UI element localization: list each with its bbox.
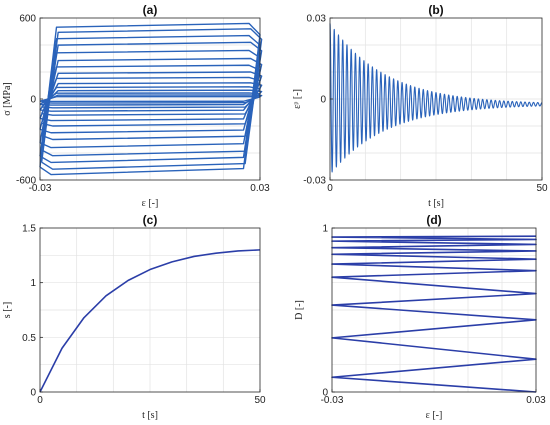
plot-area-c — [39, 249, 261, 393]
hysteresis-loop — [40, 28, 263, 170]
x-tick-label: 0 — [37, 395, 43, 406]
panel-d: (d) -0.03 0.03 0 1 ε [-] D [-] — [294, 213, 546, 421]
y-tick-label: 0.03 — [307, 14, 327, 25]
panel-title: (b) — [428, 3, 443, 17]
x-tick-label: -0.03 — [321, 395, 344, 406]
axes-frame — [331, 227, 537, 393]
plastic-strain-series — [329, 23, 543, 173]
hysteresis-loop — [40, 57, 263, 141]
x-tick-label: 0.03 — [250, 183, 270, 194]
panel-c: (c) 0 50 0 0.5 1 1.5 t [s] s [-] — [2, 213, 266, 421]
y-axis-label: εᵖ [-] — [292, 89, 303, 109]
x-tick-label: -0.03 — [29, 183, 52, 194]
x-axis-label: ε [-] — [142, 198, 159, 209]
y-axis-label: D [-] — [294, 300, 305, 320]
y-axis-label: σ [MPa] — [2, 82, 13, 115]
axes-frame — [39, 227, 261, 393]
y-tick-label: 600 — [19, 14, 36, 25]
s-series — [39, 249, 261, 393]
hysteresis-loop — [40, 41, 263, 157]
x-axis-label: t [s] — [142, 410, 158, 421]
hysteresis-loop — [41, 82, 263, 116]
y-tick-label: 0 — [322, 388, 328, 399]
panel-title: (c) — [143, 213, 158, 227]
panel-title: (a) — [143, 3, 158, 17]
x-tick-label: 0 — [327, 183, 333, 194]
hysteresis-loop — [41, 89, 263, 109]
hysteresis-loop — [40, 71, 263, 127]
y-tick-label: -0.03 — [303, 176, 326, 187]
x-tick-label: 0.03 — [526, 395, 546, 406]
y-axis-label: s [-] — [2, 302, 13, 318]
x-axis-label: t [s] — [428, 198, 444, 209]
panel-a: (a) -0.03 0.03 -600 0 600 ε [-] σ [MPa] — [2, 3, 270, 209]
y-tick-label: -600 — [16, 176, 36, 187]
y-tick-label: 1 — [322, 224, 328, 235]
panel-title: (d) — [426, 213, 441, 227]
y-tick-label: 1 — [30, 278, 36, 289]
hysteresis-loop — [41, 94, 263, 104]
x-tick-label: 50 — [536, 183, 548, 194]
y-tick-label: 0 — [30, 95, 36, 106]
y-tick-label: 0.5 — [22, 333, 36, 344]
x-tick-label: 50 — [254, 395, 266, 406]
y-tick-label: 0 — [320, 95, 326, 106]
plot-area-b — [329, 23, 543, 173]
x-axis-label: ε [-] — [426, 410, 443, 421]
y-tick-label: 0 — [30, 388, 36, 399]
y-tick-label: 1.5 — [22, 224, 36, 235]
